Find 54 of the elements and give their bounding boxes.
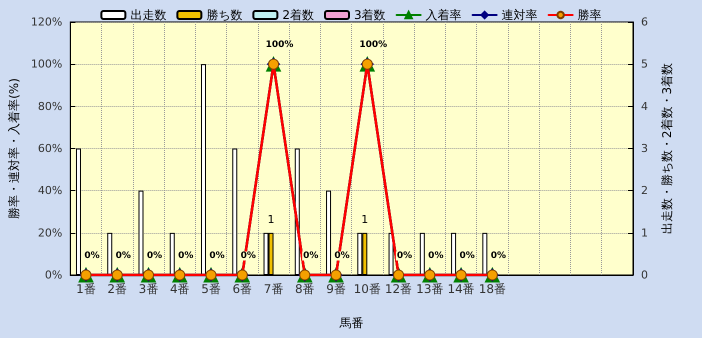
y2-tick-label: 2 — [641, 184, 648, 198]
x-tick-label: 1番 — [76, 282, 96, 296]
x-tick-label: 9番 — [326, 282, 346, 296]
data-label: 0% — [178, 251, 194, 261]
x-tick-label: 6番 — [232, 282, 252, 296]
x-axis-title: 馬番 — [338, 316, 364, 330]
data-label: 100% — [266, 40, 294, 50]
data-label: 0% — [209, 251, 225, 261]
data-label: 0% — [334, 251, 350, 261]
data-label: 0% — [84, 251, 100, 261]
y2-axis-title: 出走数・勝ち数・2着数・3着数 — [660, 62, 674, 234]
x-tick-label: 14番 — [447, 282, 475, 296]
x-tick-label: 2番 — [107, 282, 128, 296]
legend-label: 連対率 — [502, 8, 538, 22]
x-tick-label: 13番 — [416, 282, 444, 296]
legend-label: 2着数 — [282, 8, 314, 22]
y-tick-label: 80% — [38, 100, 62, 113]
data-label: 1 — [361, 212, 368, 226]
y2-tick-label: 6 — [641, 16, 648, 28]
y-tick-label: 0% — [44, 268, 62, 282]
data-label: 0% — [240, 251, 256, 261]
y-tick-label: 60% — [38, 142, 62, 155]
data-label: 0% — [428, 251, 444, 261]
y-tick-label: 100% — [30, 58, 62, 71]
legend-label: 勝ち数 — [206, 8, 242, 22]
y-axis-title: 勝率・連対率・入着率(%) — [7, 78, 21, 219]
x-tick-label: 12番 — [384, 282, 412, 296]
data-label: 0% — [490, 251, 506, 261]
x-tick-label: 7番 — [264, 282, 284, 296]
legend-label: 勝率 — [578, 8, 602, 22]
y2-tick-label: 3 — [641, 142, 648, 155]
legend-label: 出走数 — [130, 8, 166, 22]
y2-tick-label: 4 — [641, 100, 648, 113]
y-tick-label: 20% — [38, 226, 62, 240]
data-label: 100% — [359, 40, 388, 50]
data-label: 1 — [268, 212, 275, 226]
x-tick-label: 8番 — [294, 282, 315, 296]
x-tick-label: 10番 — [354, 282, 381, 296]
x-tick-label: 5番 — [201, 282, 221, 296]
y2-tick-label: 1 — [641, 226, 648, 240]
y2-tick-label: 5 — [641, 58, 648, 71]
y2-tick-label: 0 — [641, 268, 648, 282]
y-tick-label: 120% — [30, 16, 62, 28]
legend-label: 3着数 — [354, 8, 386, 22]
data-label: 0% — [116, 251, 131, 261]
y-tick-label: 40% — [38, 184, 62, 198]
data-label: 0% — [396, 251, 412, 261]
x-tick-label: 3番 — [138, 282, 158, 296]
data-label: 0% — [303, 251, 318, 261]
legend-label: 入着率 — [426, 8, 462, 22]
data-label: 0% — [459, 251, 475, 261]
x-tick-label: 18番 — [478, 282, 506, 296]
x-tick-label: 4番 — [170, 282, 190, 296]
data-label: 0% — [146, 251, 162, 261]
